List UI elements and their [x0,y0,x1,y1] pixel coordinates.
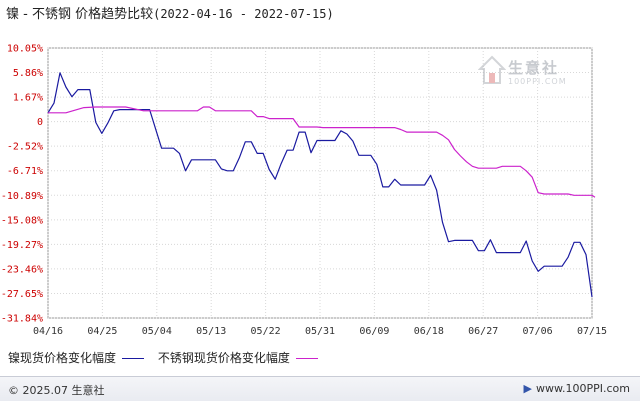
chart-title: 镍 - 不锈钢 价格趋势比较(2022-04-16 - 2022-07-15) [6,3,334,22]
chart-legend: 镍现货价格变化幅度 不锈钢现货价格变化幅度 [8,349,328,366]
footer-bar: © 2025.07 生意社 ▶ www.100PPI.com [0,376,640,401]
x-tick-label: 05/13 [196,326,226,337]
x-tick-label: 06/27 [468,326,498,337]
y-tick-label: -2.52% [7,142,43,153]
y-tick-label: -31.84% [1,314,43,325]
series-line-stainless [48,106,596,198]
x-tick-label: 04/25 [87,326,117,337]
footer-site-text: www.100PPI.com [536,382,630,395]
x-tick-label: 06/18 [414,326,444,337]
x-tick-label: 05/31 [305,326,335,337]
x-tick-label: 05/04 [142,326,172,337]
y-tick-label: 5.86% [13,68,43,79]
arrow-icon: ▶ [523,382,533,395]
y-tick-label: -19.27% [1,240,43,251]
y-tick-label: -6.71% [7,166,43,177]
watermark-sub: 100PPI.COM [508,77,567,86]
x-tick-label: 05/22 [251,326,281,337]
legend-label-nickel: 镍现货价格变化幅度 [8,351,117,365]
y-tick-label: -23.46% [1,264,43,275]
y-tick-label: -27.65% [1,289,43,300]
y-tick-label: 10.05% [7,44,43,55]
legend-item-stainless: 不锈钢现货价格变化幅度 [158,349,318,366]
legend-label-stainless: 不锈钢现货价格变化幅度 [157,351,290,365]
x-tick-label: 04/16 [33,326,63,337]
footer-site-link[interactable]: ▶ www.100PPI.com [524,382,630,395]
house-icon [477,55,507,84]
y-tick-label: 1.67% [13,93,43,104]
legend-swatch-nickel [122,358,145,359]
y-tick-label: 0 [37,117,43,128]
x-tick-label: 07/06 [523,326,553,337]
y-tick-label: -15.08% [1,215,43,226]
x-tick-label: 06/09 [359,326,389,337]
watermark-text: 生意社 [508,59,560,77]
x-tick-label: 07/15 [577,326,607,337]
footer-copyright: © 2025.07 生意社 [8,384,105,397]
watermark-logo: 生意社 100PPI.COM [477,55,578,95]
chart-title-text: 镍 - 不锈钢 价格趋势比较 [6,7,154,22]
chart-date-range: (2022-04-16 - 2022-07-15) [153,7,334,21]
legend-swatch-stainless [295,358,318,359]
legend-item-nickel: 镍现货价格变化幅度 [8,349,145,366]
y-tick-label: -10.89% [1,191,43,202]
